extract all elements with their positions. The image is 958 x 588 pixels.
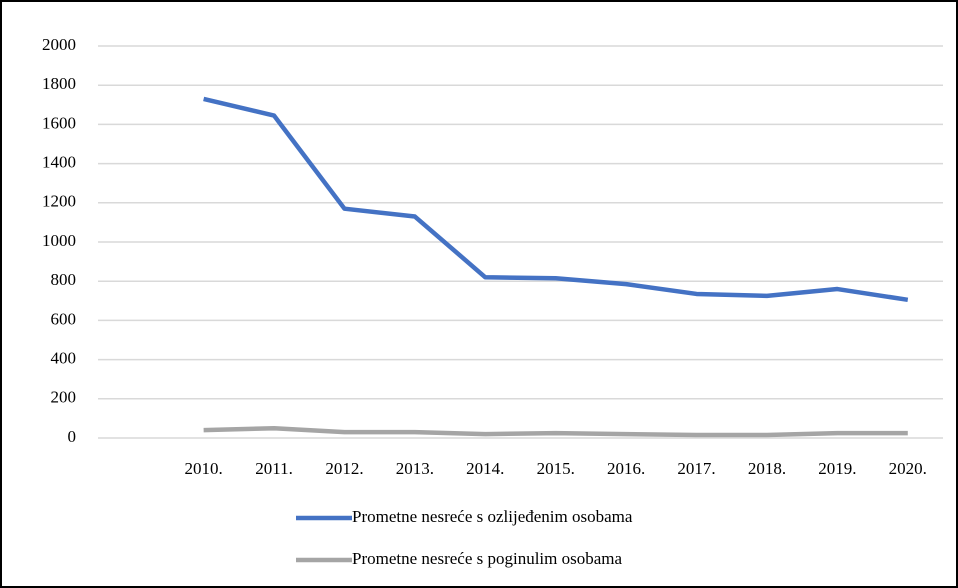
y-tick-label: 1400: [42, 153, 76, 172]
x-tick-label: 2017.: [677, 459, 715, 478]
series-line: [203, 425, 908, 438]
y-tick-label: 1200: [42, 192, 76, 211]
x-tick-label: 2018.: [748, 459, 786, 478]
legend-label: Prometne nesreće s poginulim osobama: [352, 549, 623, 568]
y-tick-label: 0: [68, 427, 77, 446]
series-line: [203, 96, 909, 303]
y-tick-label: 2000: [42, 35, 76, 54]
x-tick-label: 2015.: [537, 459, 575, 478]
y-tick-label: 600: [51, 309, 77, 328]
y-tick-label: 1600: [42, 113, 76, 132]
y-tick-label: 1800: [42, 74, 76, 93]
x-tick-label: 2014.: [466, 459, 504, 478]
x-tick-label: 2010.: [185, 459, 223, 478]
x-tick-label: 2020.: [889, 459, 927, 478]
y-tick-label: 200: [51, 388, 77, 407]
x-tick-label: 2011.: [255, 459, 293, 478]
y-tick-label: 800: [51, 270, 77, 289]
x-tick-label: 2019.: [818, 459, 856, 478]
y-tick-label: 1000: [42, 231, 76, 250]
x-tick-label: 2016.: [607, 459, 645, 478]
x-tick-label: 2013.: [396, 459, 434, 478]
legend-label: Prometne nesreće s ozlijeđenim osobama: [352, 507, 633, 526]
y-tick-label: 400: [51, 349, 77, 368]
x-tick-label: 2012.: [325, 459, 363, 478]
